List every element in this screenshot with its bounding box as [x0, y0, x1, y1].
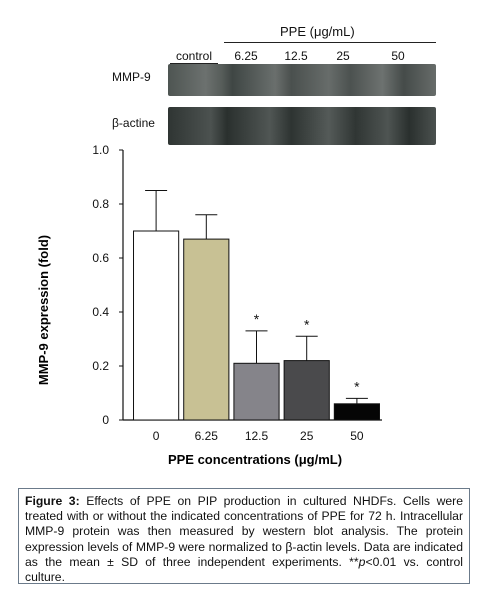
- western-blot-panel: PPE (μg/mL) control 6.25 12.5 25 50 MMP-…: [0, 0, 490, 150]
- significance-marker: *: [354, 378, 360, 394]
- bar: [333, 403, 380, 421]
- caption-figure-label: Figure 3:: [25, 494, 80, 508]
- caption-body: Effects of PPE on PIP production in cult…: [25, 494, 464, 569]
- lane-label-6-25: 6.25: [234, 49, 258, 63]
- ppe-group-bracket: [224, 42, 436, 43]
- x-tick-label: 12.5: [245, 429, 269, 443]
- y-tick-label: 0.8: [92, 197, 109, 211]
- mmp9-bar-chart: 0 0.2 0.4 0.6 0.8 1.0 0 6.25 * 12.5 * 25 * 50 MMP-9 …: [36, 143, 382, 467]
- figure-caption: Figure 3: Effects of PPE on PIP producti…: [18, 488, 470, 584]
- bars-group: 0 6.25 * 12.5 * 25 * 50: [133, 190, 380, 443]
- x-tick-label: 50: [350, 429, 364, 443]
- significance-marker: *: [304, 316, 310, 332]
- control-underline: [170, 63, 218, 64]
- beta-actin-band-strip: [168, 107, 436, 145]
- lane-label-50: 50: [391, 49, 405, 63]
- x-tick-label: 0: [153, 429, 160, 443]
- x-tick-label: 6.25: [195, 429, 219, 443]
- bar: [283, 360, 330, 421]
- caption-text: Figure 3: Effects of PPE on PIP producti…: [25, 494, 463, 585]
- x-tick-label: 25: [300, 429, 314, 443]
- x-axis-label: PPE concentrations (μg/mL): [168, 452, 342, 467]
- row-label-mmp9: MMP-9: [112, 70, 151, 84]
- mmp9-band-strip: [168, 64, 436, 96]
- significance-marker: *: [254, 311, 260, 327]
- ppe-group-label: PPE (μg/mL): [280, 24, 355, 39]
- row-label-beta-actin: β-actine: [112, 116, 155, 130]
- y-axis-label: MMP-9 expression (fold): [36, 235, 51, 385]
- lane-label-12-5: 12.5: [284, 49, 308, 63]
- y-tick-label: 0: [102, 413, 109, 427]
- y-tick-label: 0.4: [92, 305, 109, 319]
- y-tick-label: 0.2: [92, 359, 109, 373]
- caption-tail: <0.01 vs. control culture.: [25, 554, 463, 585]
- caption-p-italic: p: [358, 554, 366, 569]
- lane-label-25: 25: [336, 49, 350, 63]
- bar: [133, 230, 180, 421]
- y-tick-label: 1.0: [92, 143, 109, 157]
- y-tick-label: 0.6: [92, 251, 109, 265]
- lane-label-control: control: [175, 49, 213, 63]
- bar: [183, 238, 230, 421]
- bar: [233, 362, 280, 421]
